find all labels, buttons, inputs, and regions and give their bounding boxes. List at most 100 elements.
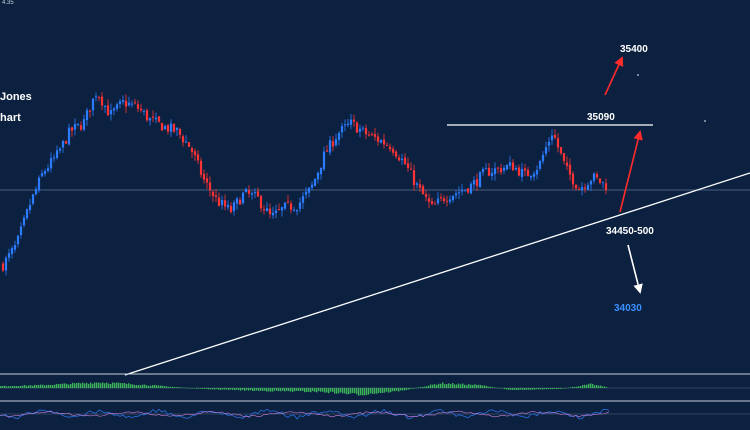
histogram-bar (428, 385, 430, 388)
candle-body (427, 198, 431, 202)
candle-body (559, 146, 563, 154)
histogram-bar (364, 388, 366, 396)
candle-body (583, 187, 587, 189)
candle-body (181, 136, 185, 143)
histogram-bar (200, 388, 202, 389)
histogram-bar (512, 388, 514, 390)
histogram-bar (178, 387, 180, 388)
candle-body (490, 172, 494, 176)
histogram-bar (14, 385, 16, 388)
candle-body (280, 207, 284, 211)
histogram-bar (128, 383, 130, 388)
histogram-bar (82, 382, 84, 388)
candle-body (241, 192, 245, 204)
histogram-bar (6, 386, 8, 388)
candle-body (379, 140, 383, 143)
histogram-bar (330, 388, 332, 392)
histogram-bar (24, 385, 26, 388)
candle-body (514, 167, 518, 170)
histogram-bar (26, 385, 28, 388)
candle-body (532, 173, 536, 177)
histogram-bar (242, 388, 244, 390)
histogram-bar (296, 388, 298, 391)
histogram-bar (236, 388, 238, 390)
histogram-bar (470, 384, 472, 388)
histogram-bar (566, 388, 568, 389)
candle-body (226, 204, 230, 208)
histogram-bar (538, 388, 540, 390)
candle-body (292, 209, 296, 211)
candle-body (391, 148, 395, 153)
candle-body (25, 209, 29, 219)
histogram-bar (594, 385, 596, 388)
histogram-bar (80, 383, 82, 388)
histogram-bar (522, 388, 524, 390)
histogram-bar (328, 388, 330, 394)
candle-body (457, 192, 461, 194)
candle-body (70, 127, 74, 131)
candle-body (277, 209, 281, 211)
candle-body (178, 129, 182, 135)
candle-body (259, 196, 263, 209)
histogram-bar (568, 387, 570, 389)
arrow-up-to-35400 (604, 56, 624, 96)
histogram-bar (300, 388, 302, 392)
histogram-bar (474, 384, 476, 388)
histogram-bar (138, 385, 140, 388)
candle-body (472, 180, 476, 185)
histogram-bar (324, 388, 326, 393)
histogram-bar (506, 388, 508, 390)
histogram-bar (32, 385, 34, 388)
histogram-bar (258, 388, 260, 391)
candle-body (163, 125, 167, 130)
support-trendline (124, 172, 750, 376)
histogram-bar (136, 384, 138, 388)
histogram-bar (490, 386, 492, 388)
candle-body (202, 174, 206, 180)
histogram-bar (556, 388, 558, 390)
candle-body (223, 200, 227, 207)
histogram-bar (100, 383, 102, 388)
histogram-bar (240, 388, 242, 391)
histogram-bar (284, 388, 286, 392)
candle-body (502, 168, 506, 171)
candle-body (109, 110, 113, 115)
candle-body (1, 263, 5, 271)
histogram-bar (396, 388, 398, 391)
histogram-bar (10, 386, 12, 388)
candle-body (298, 202, 302, 209)
candle-body (343, 124, 347, 126)
candle-body (64, 141, 68, 144)
histogram-bar (148, 385, 150, 388)
histogram-bar (76, 382, 78, 388)
histogram-bar (520, 388, 522, 390)
histogram-bar (372, 388, 374, 394)
histogram-bar (572, 386, 574, 388)
candle-body (346, 123, 350, 126)
level-label-34030: 34030 (614, 303, 642, 314)
candle-body (49, 158, 53, 169)
histogram-bar (444, 384, 446, 388)
histogram-bar (438, 383, 440, 388)
arrow-up-to-resistance (619, 130, 643, 213)
candle-body (199, 160, 203, 175)
histogram-bar (88, 383, 90, 388)
histogram-bar (62, 383, 64, 388)
candle-body (142, 111, 146, 113)
histogram-bar (436, 384, 438, 388)
histogram-bar (456, 384, 458, 388)
candle-body (160, 123, 164, 131)
candle-body (148, 117, 152, 121)
candle-body (232, 202, 236, 212)
histogram-bar (116, 382, 118, 388)
candle-body (538, 161, 542, 169)
candle-body (145, 110, 149, 121)
candle-body (76, 123, 80, 125)
candle-body (121, 100, 125, 102)
candle-body (439, 197, 443, 199)
histogram-bar (354, 388, 356, 394)
histogram-bar (36, 385, 38, 388)
candle-body (154, 117, 158, 120)
histogram-bar (338, 388, 340, 394)
histogram-bar (488, 386, 490, 388)
